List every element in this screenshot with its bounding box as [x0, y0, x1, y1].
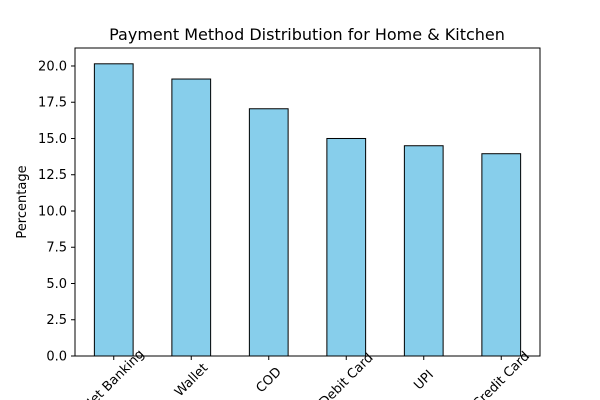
- y-tick-label: 12.5: [38, 168, 67, 183]
- bar: [403, 145, 444, 357]
- y-tick-label: 0.0: [46, 350, 67, 365]
- y-axis-label: Percentage: [15, 165, 30, 238]
- y-tick-label: 17.5: [38, 96, 67, 111]
- bar: [326, 137, 367, 357]
- y-tick-label: 7.5: [46, 241, 67, 256]
- y-tick-label: 10.0: [38, 204, 67, 219]
- y-tick-label: 2.5: [46, 313, 67, 328]
- bar: [481, 153, 522, 357]
- bar: [171, 78, 212, 357]
- bar: [248, 108, 289, 357]
- x-tick-label: Wallet: [172, 361, 211, 400]
- y-tick-label: 20.0: [38, 59, 67, 74]
- x-tick-label: UPI: [411, 368, 437, 394]
- y-tick-label: 5.0: [46, 277, 67, 292]
- plot-frame: [74, 47, 541, 357]
- chart-title: Payment Method Distribution for Home & K…: [109, 25, 505, 44]
- y-tick-label: 15.0: [38, 132, 67, 147]
- bar: [93, 63, 134, 357]
- x-tick-label: COD: [253, 365, 284, 396]
